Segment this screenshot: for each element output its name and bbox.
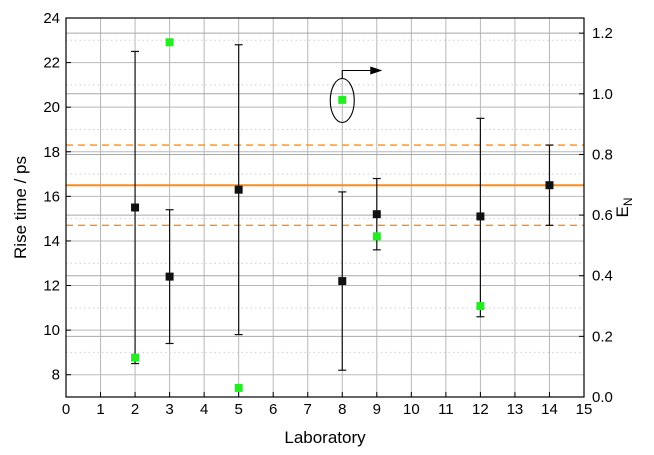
x-tick-label: 13	[507, 401, 524, 418]
x-tick-label: 14	[541, 401, 558, 418]
y-tick-label: 22	[43, 55, 60, 72]
x-tick-label: 0	[62, 401, 70, 418]
en-point	[373, 232, 381, 240]
y-tick-label: 12	[43, 278, 60, 295]
y2-axis-title: EN	[613, 197, 635, 217]
reference-lines	[66, 145, 584, 225]
rise-time-point	[338, 277, 346, 285]
x-tick-label: 9	[373, 401, 381, 418]
y2-axis-title-main: E	[613, 206, 632, 217]
x-tick-label: 5	[234, 401, 242, 418]
y-tick-label: 14	[43, 233, 60, 250]
annotation-arrow-head	[370, 66, 382, 74]
plot-frame	[66, 18, 584, 397]
y2-tick-label: 0.4	[592, 268, 613, 285]
x-tick-label: 6	[269, 401, 277, 418]
y2-tick-label: 0.8	[592, 146, 613, 163]
x-tick-label: 3	[165, 401, 173, 418]
x-tick-label: 8	[338, 401, 346, 418]
y-tick-label: 16	[43, 188, 60, 205]
grid	[66, 18, 584, 397]
x-tick-label: 2	[131, 401, 139, 418]
annotation-arrow-line	[342, 70, 372, 78]
rise-time-point	[131, 204, 139, 212]
y2-axis-title-subscript: N	[621, 197, 635, 206]
x-tick-label: 10	[403, 401, 420, 418]
y-tick-label: 20	[43, 99, 60, 116]
x-axis-title: Laboratory	[284, 428, 366, 447]
annotation	[330, 66, 382, 122]
y-axis-title: Rise time / ps	[11, 156, 30, 259]
x-tick-label: 12	[472, 401, 489, 418]
x-tick-label: 15	[576, 401, 593, 418]
en-point	[476, 302, 484, 310]
y2-tick-label: 1.2	[592, 25, 613, 42]
rise-time-point	[545, 181, 553, 189]
en-point	[166, 38, 174, 46]
en-point	[338, 96, 346, 104]
y-tick-label: 8	[52, 367, 60, 384]
x-tick-label: 1	[96, 401, 104, 418]
y2-tick-label: 0.6	[592, 207, 613, 224]
rise-time-point	[476, 212, 484, 220]
y-tick-label: 18	[43, 144, 60, 161]
rise-time-point	[373, 210, 381, 218]
y-tick-label: 24	[43, 10, 60, 27]
x-tick-label: 4	[200, 401, 208, 418]
ticks: 0 1 2 3 4 5 6 7 8 9 10 11 12 13 14 15810121416182022240…	[43, 10, 613, 418]
y-tick-label: 10	[43, 322, 60, 339]
rise-time-point	[235, 186, 243, 194]
en-point	[131, 354, 139, 362]
en-point	[235, 384, 243, 392]
x-tick-label: 7	[304, 401, 312, 418]
x-tick-label: 11	[438, 401, 454, 418]
y2-tick-label: 0.0	[592, 389, 613, 406]
rise-time-point	[166, 273, 174, 281]
y2-tick-label: 1.0	[592, 86, 613, 103]
y2-tick-label: 0.2	[592, 328, 613, 345]
